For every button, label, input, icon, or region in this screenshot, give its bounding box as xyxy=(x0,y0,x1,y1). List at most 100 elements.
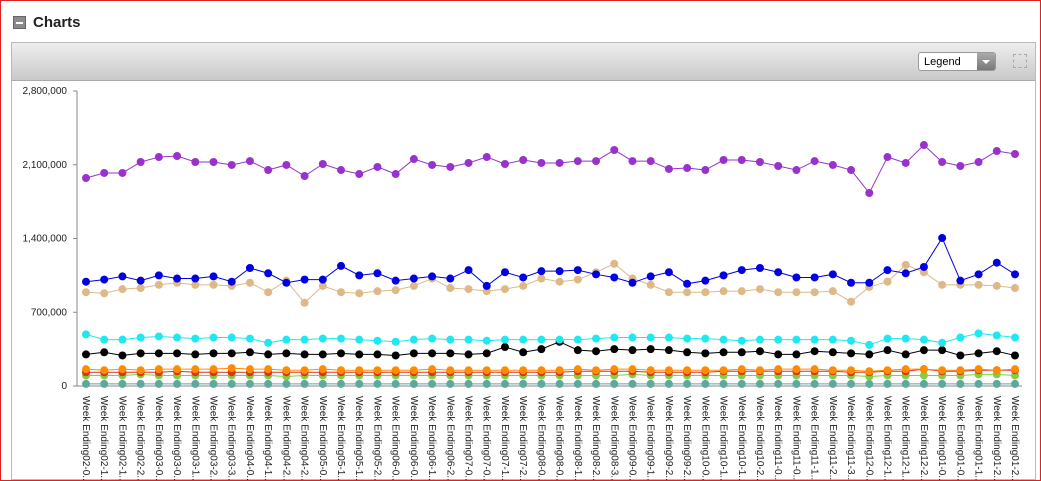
data-point xyxy=(173,379,182,388)
data-point xyxy=(100,168,109,177)
data-point xyxy=(828,366,837,375)
data-point xyxy=(956,333,965,342)
data-point xyxy=(136,366,145,375)
data-point xyxy=(227,277,236,286)
data-point xyxy=(282,335,291,344)
data-point xyxy=(737,348,746,357)
data-point xyxy=(209,349,218,358)
data-point xyxy=(992,331,1001,340)
data-point xyxy=(683,379,692,388)
data-point xyxy=(318,275,327,284)
data-point xyxy=(737,266,746,275)
data-point xyxy=(701,288,710,297)
data-point xyxy=(318,160,327,169)
data-point xyxy=(883,334,892,343)
y-tick-label: 1,400,000 xyxy=(23,234,68,245)
x-tick-label: Week Ending05-1... xyxy=(353,396,364,480)
data-point xyxy=(592,270,601,279)
data-point xyxy=(719,335,728,344)
data-point xyxy=(391,366,400,375)
x-tick-label: Week Ending08-0... xyxy=(535,396,546,480)
data-point xyxy=(391,379,400,388)
data-point xyxy=(464,266,473,275)
data-point xyxy=(865,350,874,359)
chart-panel: Legend xyxy=(11,42,1036,480)
data-point xyxy=(337,288,346,297)
data-point xyxy=(555,158,564,167)
legend-dropdown[interactable]: Legend xyxy=(918,52,996,71)
data-point xyxy=(337,349,346,358)
x-tick-label: Week Ending03-0... xyxy=(153,396,164,480)
data-point xyxy=(519,348,528,357)
data-point xyxy=(154,153,163,162)
data-point xyxy=(428,272,437,281)
data-point xyxy=(774,335,783,344)
data-point xyxy=(82,277,90,286)
x-tick-label: Week Ending08-3... xyxy=(608,396,619,480)
data-point xyxy=(100,366,109,375)
data-point xyxy=(428,160,437,169)
x-tick-label: Week Ending12-2... xyxy=(918,396,929,480)
x-tick-label: Week Ending10-2... xyxy=(754,396,765,480)
data-point xyxy=(938,366,947,375)
data-point xyxy=(992,258,1001,267)
expand-button[interactable] xyxy=(1013,54,1027,68)
data-point xyxy=(755,379,764,388)
data-point xyxy=(810,157,819,166)
data-point xyxy=(136,379,145,388)
data-point xyxy=(683,279,692,288)
data-point xyxy=(810,347,819,356)
data-point xyxy=(664,379,673,388)
data-point xyxy=(337,166,346,175)
data-point xyxy=(901,269,910,278)
data-point xyxy=(610,273,619,282)
data-point xyxy=(992,347,1001,356)
data-point xyxy=(173,274,182,283)
data-point xyxy=(136,276,145,285)
data-point xyxy=(118,365,127,374)
x-tick-label: Week Ending01-0... xyxy=(954,396,965,480)
data-point xyxy=(191,280,200,289)
data-point xyxy=(992,147,1001,156)
data-point xyxy=(847,297,856,306)
data-point xyxy=(573,157,582,166)
data-point xyxy=(792,288,801,297)
data-point xyxy=(500,379,509,388)
x-tick-label: Week Ending12-1... xyxy=(881,396,892,480)
collapse-button[interactable] xyxy=(13,16,26,29)
data-point xyxy=(701,366,710,375)
data-point xyxy=(956,351,965,360)
data-point xyxy=(646,157,655,166)
data-point xyxy=(82,288,90,297)
data-point xyxy=(573,346,582,355)
data-point xyxy=(464,335,473,344)
data-point xyxy=(628,365,637,374)
data-point xyxy=(683,164,692,173)
x-tick-label: Week Ending07-0... xyxy=(481,396,492,480)
data-point xyxy=(901,350,910,359)
data-point xyxy=(428,379,437,388)
data-point xyxy=(264,350,273,359)
x-tick-label: Week Ending04-0... xyxy=(244,396,255,480)
data-point xyxy=(482,379,491,388)
data-point xyxy=(300,172,309,181)
data-point xyxy=(118,335,127,344)
data-point xyxy=(537,379,546,388)
data-point xyxy=(355,350,364,359)
data-point xyxy=(227,379,236,388)
x-tick-label: Week Ending07-1... xyxy=(499,396,510,480)
data-point xyxy=(901,365,910,374)
data-point xyxy=(282,349,291,358)
data-point xyxy=(701,276,710,285)
data-point xyxy=(191,158,200,167)
data-point xyxy=(446,274,455,283)
data-point xyxy=(428,365,437,374)
data-point xyxy=(683,288,692,297)
data-point xyxy=(719,287,728,296)
data-point xyxy=(282,278,291,287)
data-point xyxy=(391,286,400,295)
data-point xyxy=(482,153,491,162)
data-point xyxy=(136,284,145,293)
data-point xyxy=(847,379,856,388)
data-point xyxy=(409,379,418,388)
